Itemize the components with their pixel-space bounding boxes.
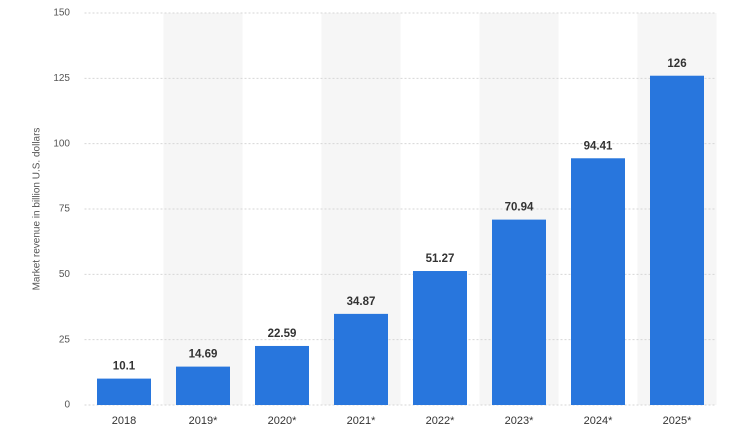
bar	[650, 75, 704, 405]
x-tick-label: 2023*	[505, 415, 534, 427]
value-label: 51.27	[426, 253, 455, 265]
value-label: 22.59	[268, 328, 297, 340]
bar	[571, 158, 625, 405]
x-tick-label: 2019*	[189, 415, 218, 427]
x-tick-label: 2020*	[268, 415, 297, 427]
value-label: 14.69	[189, 349, 218, 361]
y-tick-label: 75	[59, 204, 71, 215]
y-tick-label: 150	[53, 8, 70, 19]
bar	[492, 219, 546, 405]
y-tick-label: 50	[59, 269, 71, 280]
y-tick-label: 100	[53, 138, 70, 149]
x-tick-label: 2018	[112, 415, 136, 427]
value-label: 34.87	[347, 296, 376, 308]
value-label: 10.1	[113, 361, 136, 373]
x-tick-label: 2025*	[663, 415, 692, 427]
bar	[255, 345, 309, 405]
y-tick-label: 0	[64, 400, 70, 411]
x-tick-label: 2024*	[584, 415, 613, 427]
x-tick-label: 2022*	[426, 415, 455, 427]
bar	[334, 313, 388, 405]
value-label: 126	[667, 58, 686, 70]
x-tick-label: 2021*	[347, 415, 376, 427]
bar	[97, 378, 151, 405]
bar	[176, 366, 230, 405]
value-label: 94.41	[584, 140, 613, 152]
bar	[413, 271, 467, 405]
band-shade	[163, 13, 243, 405]
y-tick-label: 25	[59, 334, 71, 345]
y-axis-label: Market revenue in billion U.S. dollars	[32, 128, 43, 291]
y-tick-label: 125	[53, 73, 70, 84]
value-label: 70.94	[505, 202, 534, 214]
